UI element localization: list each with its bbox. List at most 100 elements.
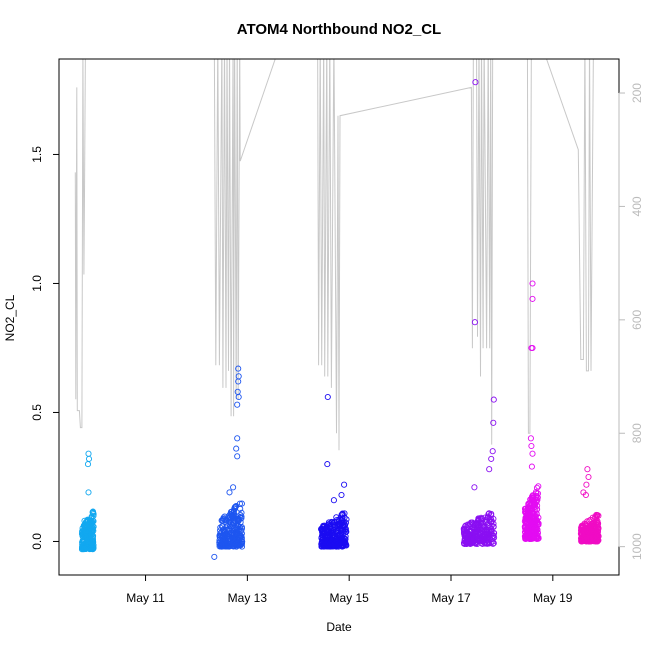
- data-point: [82, 533, 89, 540]
- data-point: [526, 510, 533, 517]
- data-point: [222, 540, 229, 548]
- x-axis-label: Date: [326, 620, 352, 634]
- data-point: [82, 544, 89, 551]
- data-point: [238, 500, 245, 507]
- data-point: [464, 537, 471, 544]
- right-tick-label: 800: [630, 423, 644, 443]
- data-point: [319, 528, 326, 535]
- data-point: [232, 542, 239, 549]
- data-point: [84, 461, 92, 468]
- data-point: [532, 517, 539, 524]
- data-point: [234, 401, 241, 408]
- data-point: [593, 513, 600, 520]
- data-point: [472, 79, 479, 86]
- data-point: [586, 535, 593, 542]
- data-point: [319, 541, 327, 548]
- data-point: [488, 455, 495, 462]
- right-tick-label: 1000: [630, 533, 644, 560]
- data-point: [480, 534, 487, 541]
- data-point: [486, 517, 493, 524]
- series-6: [577, 466, 602, 545]
- data-point: [324, 393, 331, 401]
- data-point: [481, 527, 488, 534]
- data-point: [525, 500, 532, 507]
- data-point: [522, 524, 529, 531]
- data-point: [528, 463, 535, 470]
- data-point: [529, 450, 536, 457]
- data-point: [218, 529, 225, 536]
- data-point: [231, 515, 238, 522]
- data-point: [334, 530, 341, 537]
- data-point: [587, 524, 594, 531]
- right-tick-label: 600: [630, 310, 644, 330]
- data-point: [235, 378, 242, 385]
- data-point: [235, 393, 242, 401]
- data-point: [466, 522, 473, 529]
- plot-layer: [74, 59, 602, 560]
- series-3: [318, 393, 350, 550]
- y-tick-label: 1.5: [30, 146, 44, 163]
- data-point: [342, 528, 349, 536]
- data-point: [86, 536, 93, 543]
- data-point: [480, 523, 487, 530]
- data-point: [81, 517, 88, 524]
- y-tick-label: 1.0: [30, 275, 44, 292]
- data-point: [81, 545, 88, 552]
- data-point: [594, 522, 601, 529]
- series-1: [78, 450, 97, 553]
- data-point: [594, 520, 601, 527]
- data-point: [84, 544, 91, 551]
- data-point: [489, 448, 496, 455]
- data-point: [484, 534, 492, 541]
- data-point: [461, 527, 468, 534]
- data-point: [90, 544, 97, 551]
- data-point: [322, 541, 329, 548]
- y-tick-label: 0.5: [30, 404, 44, 421]
- data-point: [87, 526, 95, 533]
- data-point: [487, 540, 494, 547]
- data-point: [341, 481, 348, 488]
- data-point: [589, 514, 596, 521]
- data-point: [228, 523, 235, 530]
- data-point: [233, 445, 240, 452]
- data-point: [324, 461, 331, 468]
- series-5: [521, 280, 542, 542]
- data-point: [473, 520, 480, 527]
- data-point: [490, 396, 497, 403]
- data-point: [529, 280, 536, 287]
- data-point: [233, 543, 240, 550]
- data-point: [490, 419, 497, 426]
- data-point: [230, 484, 237, 491]
- data-point: [463, 540, 470, 547]
- right-tick-label: 400: [630, 196, 644, 216]
- data-point: [578, 525, 585, 532]
- data-point: [89, 538, 96, 545]
- x-tick-label: May 13: [228, 591, 268, 605]
- data-point: [524, 531, 532, 538]
- data-point: [338, 529, 345, 536]
- data-point: [533, 493, 540, 500]
- data-point: [217, 543, 224, 550]
- data-point: [533, 484, 541, 491]
- data-point: [484, 540, 491, 547]
- data-point: [578, 522, 585, 529]
- data-point: [582, 530, 589, 537]
- data-point: [469, 521, 476, 528]
- data-point: [471, 484, 478, 491]
- axis-layer: 0.0 0.5 1.0 1.5 May 11 May 13 May 15 May 17 May …: [30, 58, 644, 605]
- data-point: [528, 534, 535, 541]
- data-point: [535, 483, 542, 490]
- data-point: [322, 529, 329, 536]
- data-point: [594, 526, 601, 533]
- data-point: [328, 518, 335, 525]
- series-4: [460, 79, 498, 548]
- data-point: [462, 531, 469, 538]
- data-point: [479, 519, 486, 526]
- data-point: [527, 435, 534, 442]
- x-tick-label: May 17: [431, 591, 471, 605]
- data-point: [339, 511, 346, 518]
- data-point: [521, 518, 528, 525]
- data-point: [530, 510, 537, 517]
- data-point: [529, 295, 536, 302]
